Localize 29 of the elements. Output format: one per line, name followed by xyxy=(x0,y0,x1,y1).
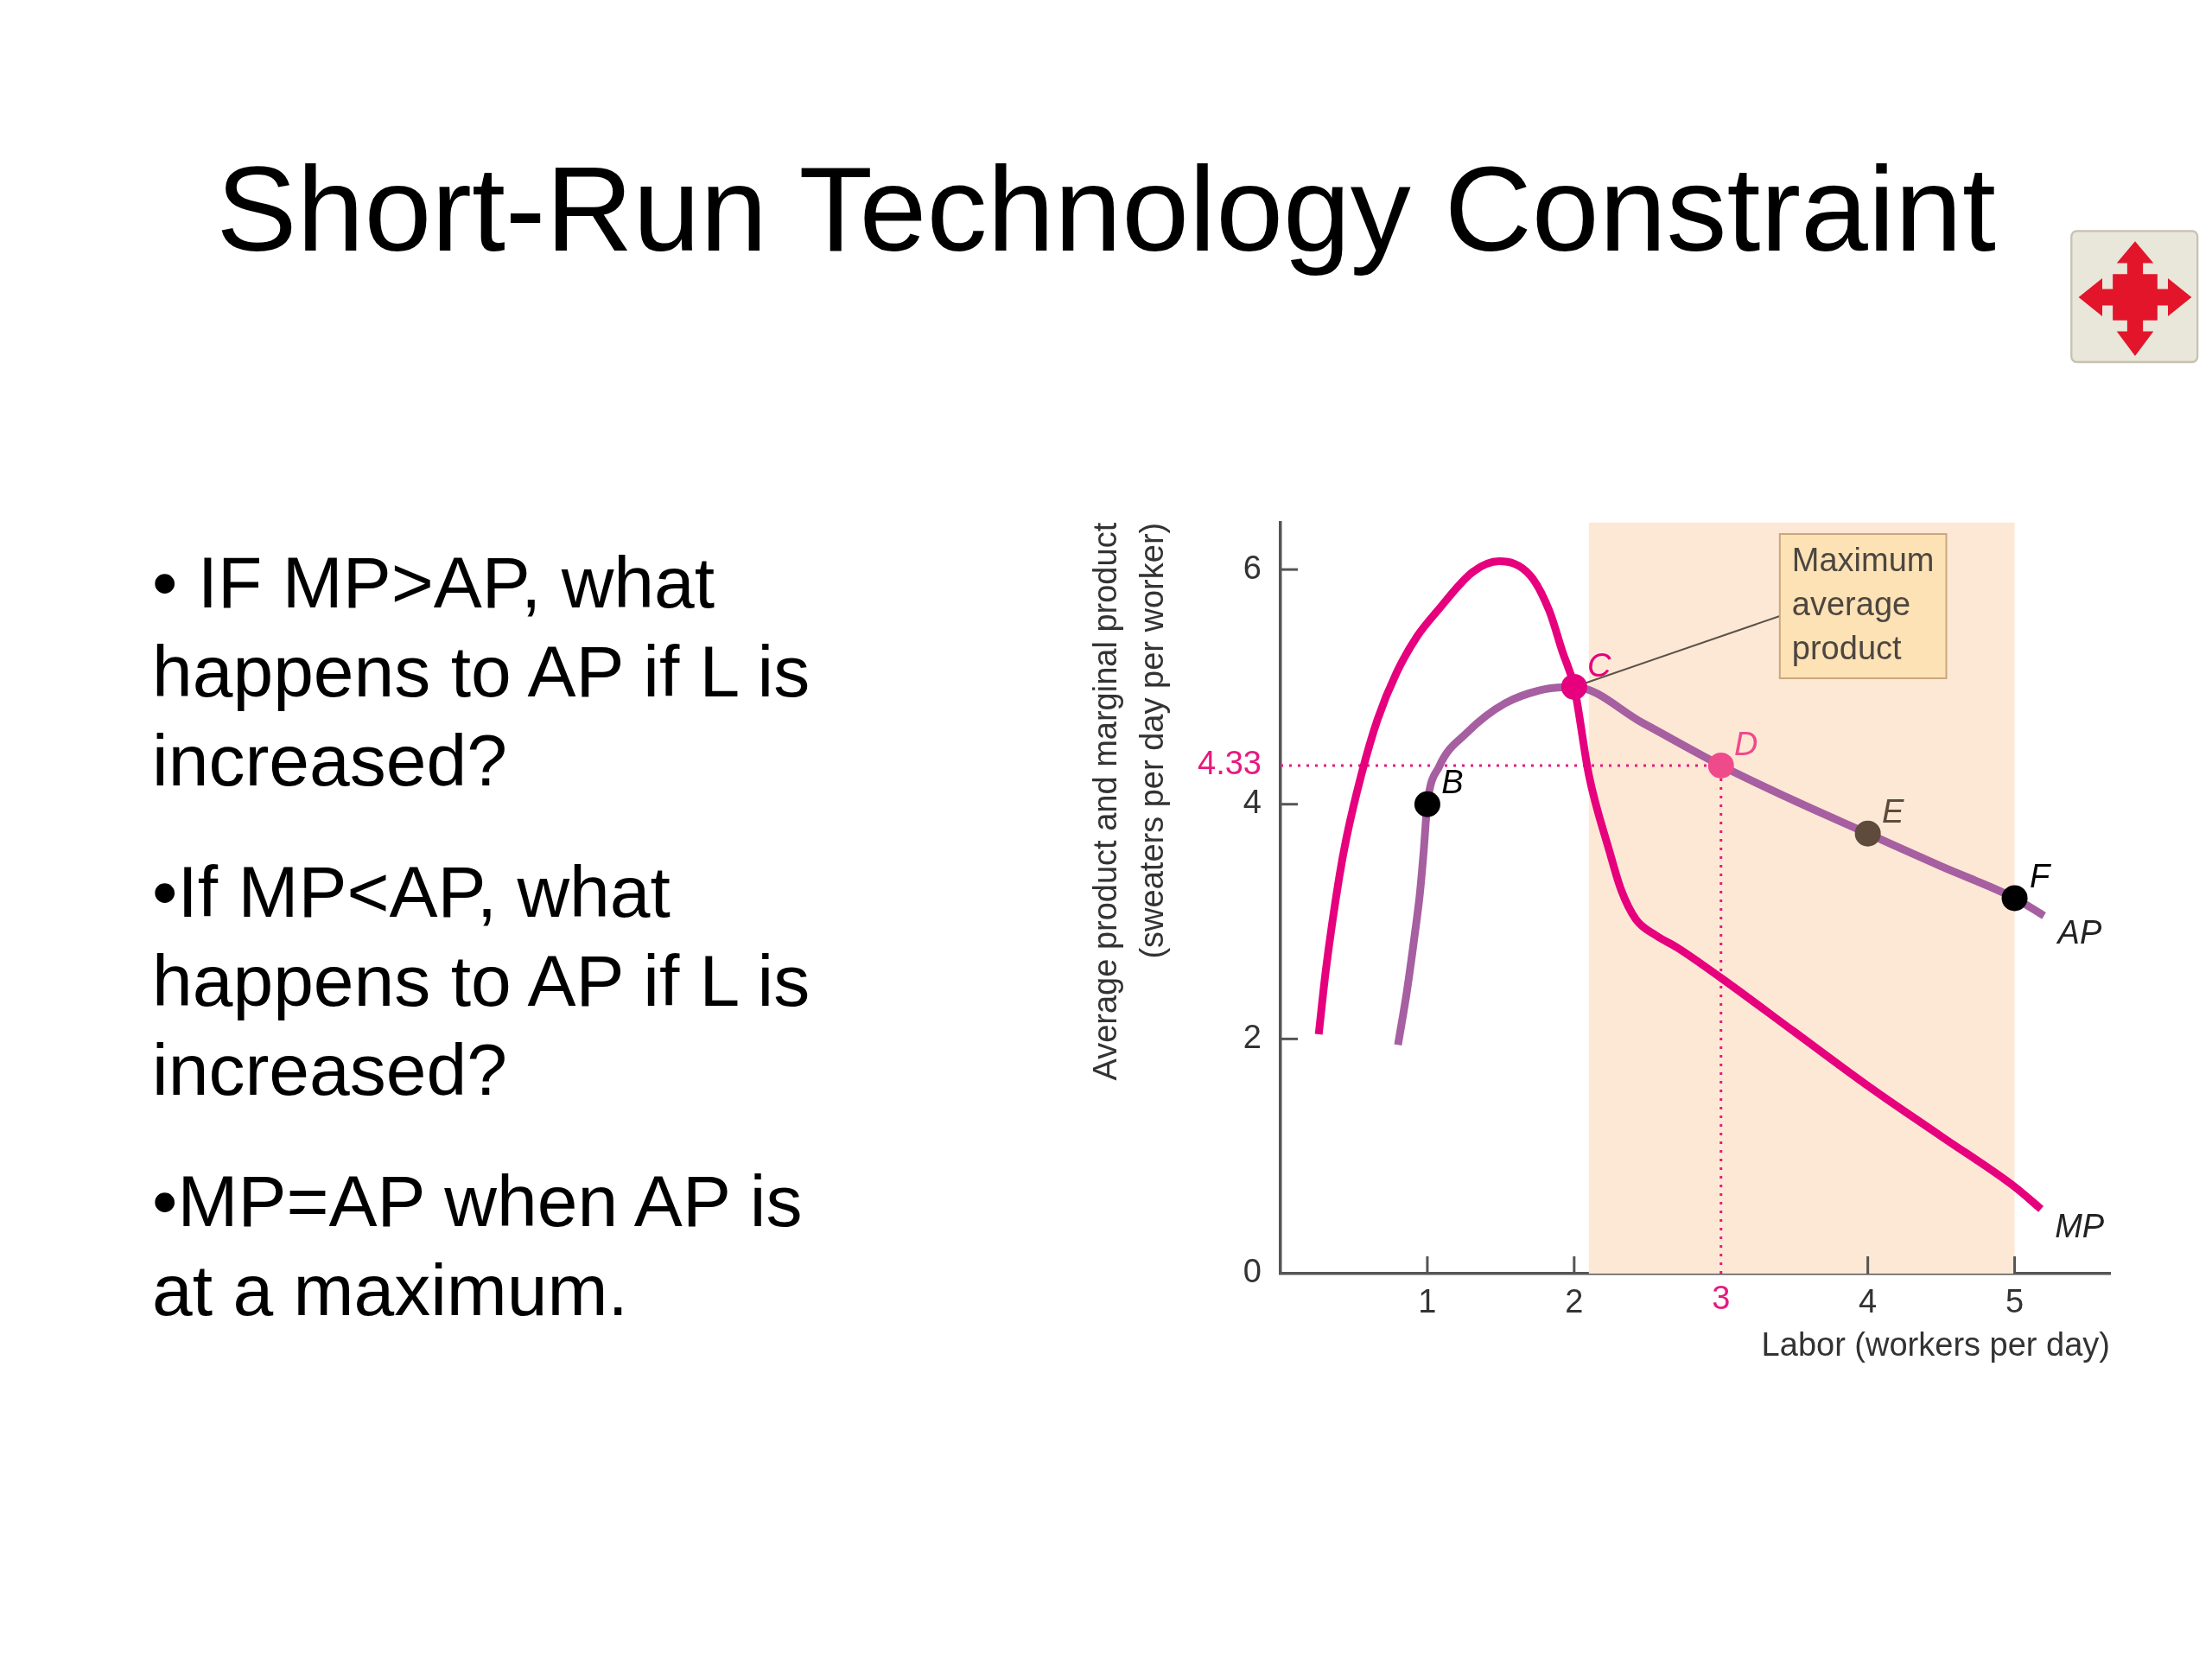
chart-title: Short-Run Technology Constraint xyxy=(215,141,1997,276)
point xyxy=(2001,885,2028,912)
y-tick-label: 2 xyxy=(1243,1018,1262,1055)
point xyxy=(1560,673,1587,700)
point xyxy=(1414,791,1440,817)
y-tick-label: 0 xyxy=(1243,1253,1262,1290)
x-tick-label: 2 xyxy=(1565,1283,1584,1320)
y-tick-label: 4 xyxy=(1243,784,1262,821)
annotation: F xyxy=(2029,857,2051,894)
point xyxy=(1854,820,1881,847)
series-label: MP xyxy=(2055,1207,2105,1244)
y-axis-title: Average product and marginal product (sweaters per day per worker) xyxy=(1087,522,1171,1081)
ref-line-label: 4.33 xyxy=(1198,745,1262,782)
annotation: E xyxy=(1881,793,1904,830)
ref-line-label: 3 xyxy=(1712,1280,1731,1317)
x-tick-label: 1 xyxy=(1418,1283,1437,1320)
x-tick-label: 4 xyxy=(1859,1283,1878,1320)
y-tick-label: 6 xyxy=(1243,549,1262,586)
series-label: AP xyxy=(2056,914,2102,951)
annotation: B xyxy=(1441,764,1464,801)
text: •If MP<AP, what happens to AP if L is increased? xyxy=(152,850,811,1112)
text: • IF MP>AP, what happens to AP if L is increased? xyxy=(152,541,811,803)
point xyxy=(1707,752,1734,779)
x-tick-label: 5 xyxy=(2005,1283,2024,1320)
annotation: C xyxy=(1587,646,1612,683)
text: •MP=AP when AP is at a maximum. xyxy=(152,1160,804,1332)
annotation: Maximum average product xyxy=(1791,541,1935,666)
x-axis-title: Labor (workers per day) xyxy=(1761,1326,2110,1363)
annotation: D xyxy=(1734,725,1758,762)
